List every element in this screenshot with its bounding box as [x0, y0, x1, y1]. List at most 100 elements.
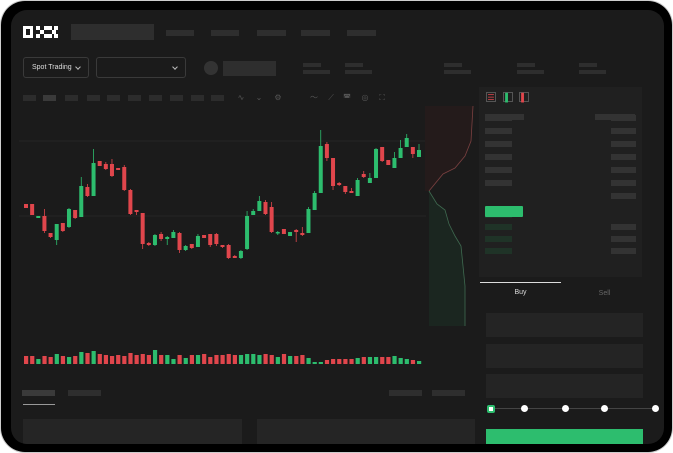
tab-underline: [23, 404, 55, 405]
timeframe-button[interactable]: [149, 95, 162, 101]
timeframe-button[interactable]: [87, 95, 100, 101]
leverage-slider[interactable]: [489, 408, 659, 409]
price-input[interactable]: [486, 313, 643, 337]
search-bar[interactable]: [71, 24, 154, 40]
volume-bar: [91, 351, 96, 364]
fullscreen-icon[interactable]: ⛶: [379, 93, 385, 102]
candle-body: [128, 190, 133, 214]
nav-item[interactable]: [166, 30, 194, 36]
timeframe-button[interactable]: [65, 95, 78, 101]
volume-bar: [257, 355, 262, 364]
order-price[interactable]: [485, 115, 512, 121]
nav-item[interactable]: [347, 30, 376, 36]
indicator-icon[interactable]: ∿: [237, 93, 245, 102]
timeframe-button[interactable]: [191, 95, 204, 101]
filter-button[interactable]: [432, 390, 465, 396]
candle-body: [165, 237, 170, 239]
volume-bar: [324, 360, 330, 364]
candle-body: [343, 186, 348, 192]
volume-bar: [269, 355, 274, 364]
candle-body: [85, 187, 90, 196]
candle-body: [306, 209, 311, 233]
timeframe-button[interactable]: [128, 95, 141, 101]
total-input[interactable]: [486, 374, 643, 398]
timeframe-button[interactable]: [107, 95, 120, 101]
order-price[interactable]: [485, 248, 512, 254]
order-price[interactable]: [485, 128, 512, 134]
order-price[interactable]: [485, 224, 512, 230]
slider-step[interactable]: [562, 405, 569, 412]
volume-bar: [294, 356, 299, 364]
candle-body: [324, 144, 329, 158]
candle-body: [281, 229, 286, 234]
candle-body: [159, 234, 164, 239]
volume-bar: [103, 355, 109, 364]
slider-step[interactable]: [521, 405, 528, 412]
target-icon[interactable]: ◎: [361, 93, 369, 102]
nav-item[interactable]: [211, 30, 239, 36]
candle-body: [54, 224, 59, 240]
volume-bar: [66, 357, 72, 364]
tab-sell[interactable]: Sell: [598, 290, 611, 297]
nav-item[interactable]: [301, 30, 330, 36]
filter-button[interactable]: [389, 390, 422, 396]
tab-buy[interactable]: Buy: [514, 289, 527, 296]
volume-bar: [398, 358, 403, 364]
order-amount: [611, 115, 636, 121]
book-bids-icon[interactable]: ▌: [503, 92, 513, 102]
amount-input[interactable]: [486, 344, 643, 368]
candle-body: [122, 167, 127, 190]
candle-body: [183, 246, 188, 250]
ruler-icon[interactable]: ⟋: [328, 93, 334, 102]
chart-type-icon[interactable]: ⌄: [255, 93, 263, 102]
order-price[interactable]: [485, 180, 512, 186]
timeframe-button-active[interactable]: [43, 95, 56, 101]
timeframe-button[interactable]: [170, 95, 183, 101]
volume-bar: [128, 353, 133, 364]
okx-logo[interactable]: [23, 26, 58, 38]
slider-handle[interactable]: [487, 405, 495, 413]
volume-bar: [60, 356, 66, 364]
candle-body: [208, 234, 213, 245]
order-price[interactable]: [485, 236, 512, 242]
order-amount: [611, 141, 636, 147]
candle-body: [232, 256, 237, 258]
slider-step[interactable]: [601, 405, 608, 412]
volume-bar: [238, 355, 244, 364]
buy-button[interactable]: [486, 429, 643, 444]
volume-bar: [189, 355, 194, 364]
timeframe-button[interactable]: [211, 95, 224, 101]
settings-icon[interactable]: ⚙: [274, 93, 282, 102]
volume-bar: [30, 356, 35, 364]
candle-body: [140, 213, 145, 244]
volume-bar: [202, 354, 207, 364]
line-tool-icon[interactable]: 〜: [310, 93, 318, 102]
volume-bar: [171, 359, 176, 364]
pair-dropdown[interactable]: [96, 57, 186, 78]
candle-body: [97, 161, 102, 166]
volume-bar: [251, 354, 256, 364]
volume-bar: [404, 359, 409, 364]
order-price[interactable]: [485, 154, 512, 160]
volume-bar: [54, 354, 59, 364]
orders-panel: [23, 419, 242, 444]
candle-body: [220, 245, 225, 247]
nav-item[interactable]: [257, 30, 286, 36]
candle-body: [251, 211, 256, 215]
book-asks-icon[interactable]: ▌: [519, 92, 529, 102]
market-type-dropdown[interactable]: Spot Trading: [23, 57, 89, 78]
candlestick-chart[interactable]: [11, 10, 481, 380]
camera-icon[interactable]: ◚: [343, 93, 351, 102]
volume-bar: [134, 355, 139, 364]
order-price[interactable]: [485, 167, 512, 173]
tab-order-history[interactable]: [68, 390, 101, 396]
order-price[interactable]: [485, 141, 512, 147]
tab-open-orders[interactable]: [22, 390, 55, 396]
volume-bar: [367, 357, 373, 364]
book-both-icon[interactable]: ☰: [486, 92, 496, 102]
candle-body: [386, 160, 391, 165]
candle-body: [146, 243, 151, 245]
slider-step[interactable]: [652, 405, 659, 412]
timeframe-button[interactable]: [23, 95, 36, 101]
volume-bar: [288, 356, 293, 364]
